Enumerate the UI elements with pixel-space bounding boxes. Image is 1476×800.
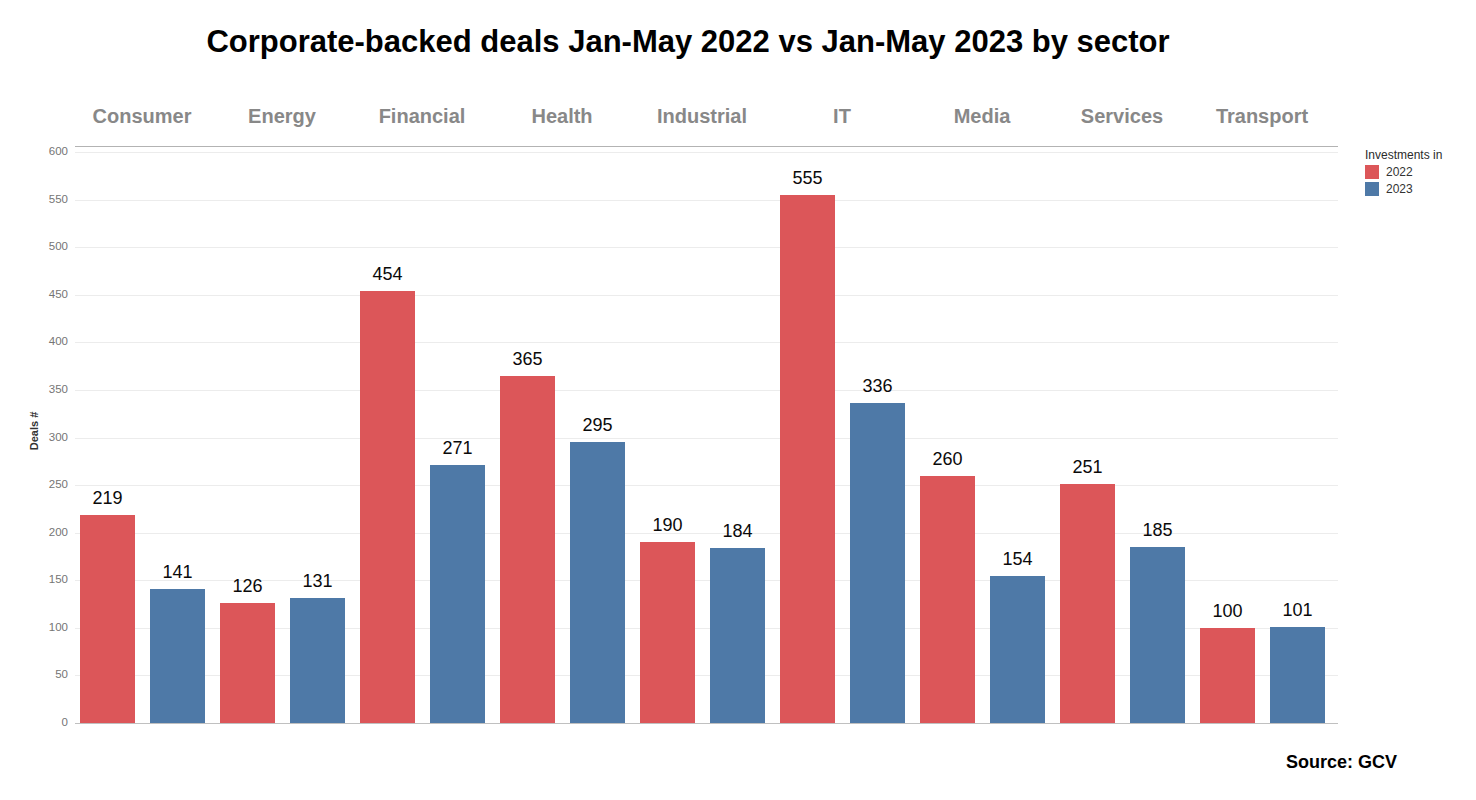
sector-label-energy: Energy: [212, 105, 352, 128]
bar-value-label: 365: [488, 349, 568, 370]
bar-value-label: 131: [278, 571, 358, 592]
y-tick-label: 600: [22, 145, 68, 157]
plot-top-border: [75, 146, 1338, 147]
bar-value-label: 184: [698, 521, 778, 542]
bar-2022-services: [1060, 484, 1115, 723]
gridline: [75, 295, 1338, 296]
bar-value-label: 154: [978, 549, 1058, 570]
y-tick-label: 500: [22, 240, 68, 252]
bar-value-label: 295: [558, 415, 638, 436]
bar-2022-energy: [220, 603, 275, 723]
source-note: Source: GCV: [1286, 752, 1397, 773]
bar-2023-transport: [1270, 627, 1325, 723]
bar-2022-transport: [1200, 628, 1255, 723]
sector-label-financial: Financial: [352, 105, 492, 128]
y-tick-label: 0: [22, 716, 68, 728]
y-tick-label: 550: [22, 193, 68, 205]
y-axis-title: Deals #: [28, 412, 40, 451]
legend-item-label: 2023: [1386, 182, 1413, 196]
sector-label-media: Media: [912, 105, 1052, 128]
sector-label-industrial: Industrial: [632, 105, 772, 128]
bar-2023-financial: [430, 465, 485, 723]
bar-2022-media: [920, 476, 975, 723]
bar-2023-industrial: [710, 548, 765, 723]
sector-label-health: Health: [492, 105, 632, 128]
gridline: [75, 390, 1338, 391]
y-tick-label: 50: [22, 668, 68, 680]
gridline: [75, 152, 1338, 153]
bar-value-label: 260: [908, 449, 988, 470]
sector-label-consumer: Consumer: [72, 105, 212, 128]
y-tick-label: 200: [22, 526, 68, 538]
bar-value-label: 190: [628, 515, 708, 536]
legend-swatch-2022: [1365, 165, 1379, 179]
bar-value-label: 100: [1188, 601, 1268, 622]
chart-title: Corporate-backed deals Jan-May 2022 vs J…: [0, 24, 1376, 60]
sector-label-transport: Transport: [1192, 105, 1332, 128]
chart-canvas: Corporate-backed deals Jan-May 2022 vs J…: [0, 0, 1476, 800]
bar-2022-industrial: [640, 542, 695, 723]
bar-2023-energy: [290, 598, 345, 723]
y-tick-label: 350: [22, 383, 68, 395]
bar-2023-consumer: [150, 589, 205, 723]
bar-value-label: 185: [1118, 520, 1198, 541]
legend-item-label: 2022: [1386, 165, 1413, 179]
bar-value-label: 454: [348, 264, 428, 285]
bar-value-label: 141: [138, 562, 218, 583]
bar-2023-media: [990, 576, 1045, 723]
y-tick-label: 250: [22, 478, 68, 490]
bar-value-label: 219: [68, 488, 148, 509]
y-tick-label: 100: [22, 621, 68, 633]
sector-label-it: IT: [772, 105, 912, 128]
bar-2023-services: [1130, 547, 1185, 723]
legend-title: Investments in: [1365, 148, 1442, 162]
legend: Investments in 2022 2023: [1365, 148, 1442, 196]
bar-2022-health: [500, 376, 555, 723]
gridline: [75, 438, 1338, 439]
legend-item-2023: 2023: [1365, 182, 1442, 196]
legend-swatch-2023: [1365, 182, 1379, 196]
bar-2023-health: [570, 442, 625, 723]
gridline: [75, 342, 1338, 343]
bar-2023-it: [850, 403, 905, 723]
sector-label-services: Services: [1052, 105, 1192, 128]
gridline: [75, 200, 1338, 201]
bar-2022-it: [780, 195, 835, 723]
bar-2022-consumer: [80, 515, 135, 723]
bar-value-label: 555: [768, 168, 848, 189]
bar-2022-financial: [360, 291, 415, 723]
bar-value-label: 126: [208, 576, 288, 597]
bar-value-label: 251: [1048, 457, 1128, 478]
bar-value-label: 336: [838, 376, 918, 397]
legend-item-2022: 2022: [1365, 165, 1442, 179]
bar-value-label: 271: [418, 438, 498, 459]
bar-value-label: 101: [1258, 600, 1338, 621]
gridline: [75, 485, 1338, 486]
y-tick-label: 150: [22, 573, 68, 585]
y-tick-label: 400: [22, 335, 68, 347]
y-tick-label: 450: [22, 288, 68, 300]
gridline: [75, 247, 1338, 248]
x-axis-line: [75, 723, 1338, 724]
legend-items: 2022 2023: [1365, 165, 1442, 196]
